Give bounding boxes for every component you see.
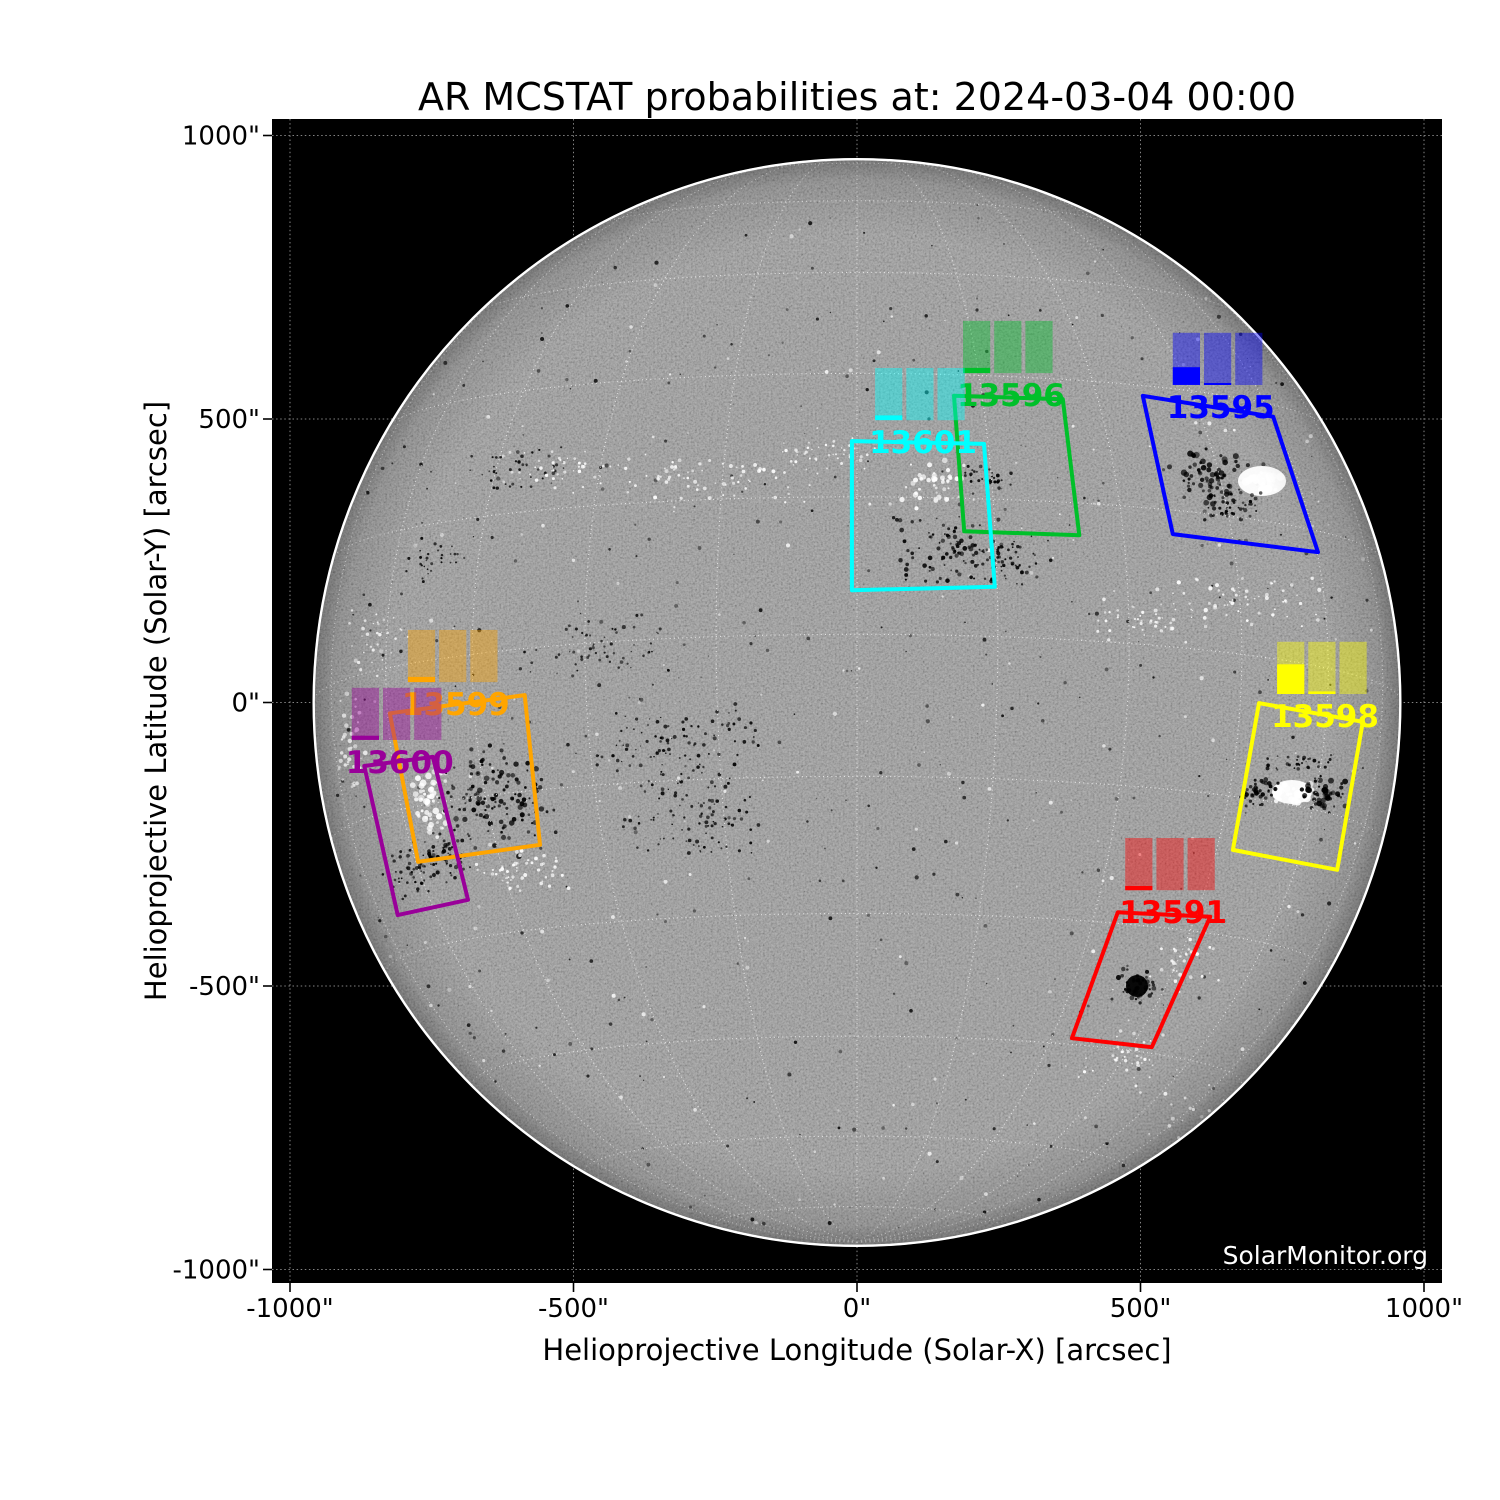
ar-label-13598: 13598	[1271, 699, 1379, 735]
ar-prob-bar-bg-13601-0	[875, 368, 903, 421]
y-tick-label: 500"	[198, 405, 260, 435]
ar-prob-bar-fill-13600-0	[351, 735, 379, 740]
ar-prob-bar-bg-13600-2	[414, 687, 442, 740]
ar-prob-bar-bg-13599-2	[470, 629, 498, 683]
x-tick-label: 1000"	[1385, 1294, 1463, 1324]
tick-marks	[263, 134, 1425, 1292]
ar-prob-bar-fill-13591-0	[1125, 886, 1153, 891]
ar-prob-bar-bg-13601-1	[906, 368, 934, 421]
ar-prob-bar-bg-13591-0	[1125, 838, 1153, 891]
ar-prob-bar-bg-13601-2	[937, 368, 965, 421]
ar-prob-bar-bg-13599-1	[439, 629, 467, 683]
ar-prob-bar-fill-13598-1	[1308, 691, 1336, 694]
ar-label-13600: 13600	[346, 745, 454, 781]
active-region-13601: 13601	[849, 368, 997, 593]
ar-label-13591: 13591	[1119, 895, 1227, 931]
ar-prob-bar-fill-13599-0	[407, 676, 436, 683]
ar-label-13596: 13596	[957, 378, 1065, 414]
ar-box-13599	[387, 693, 542, 864]
ar-box-13591	[1069, 910, 1213, 1050]
x-tick-label: -500"	[538, 1294, 609, 1324]
y-tick-label: -500"	[189, 972, 260, 1002]
ar-label-13599: 13599	[402, 687, 510, 723]
ar-prob-bar-bg-13600-0	[351, 687, 379, 740]
x-tick-labels: -1000" -500" 0" 500" 1000"	[246, 1294, 1463, 1324]
x-tick-label: 0"	[843, 1294, 872, 1324]
active-region-13599: 13599	[387, 629, 542, 864]
active-region-13598: 13598	[1230, 641, 1379, 872]
ar-prob-bar-bg-13595-1	[1204, 332, 1232, 385]
ar-label-13595: 13595	[1167, 390, 1275, 426]
ar-prob-bar-fill-13595-1	[1204, 383, 1232, 385]
ar-prob-bar-bg-13600-1	[383, 687, 411, 740]
watermark: SolarMonitor.org	[1223, 1241, 1428, 1270]
ar-prob-bar-bg-13596-2	[1025, 320, 1053, 374]
ar-prob-bar-bg-13598-1	[1308, 641, 1336, 694]
limb-shading	[312, 158, 1402, 1247]
ar-label-13601: 13601	[869, 425, 977, 461]
ar-box-13600	[362, 754, 470, 918]
y-tick-labels: 1000" 500" 0" -500" -1000"	[172, 122, 260, 1286]
active-region-13600: 13600	[346, 687, 470, 918]
ar-box-13595	[1140, 393, 1320, 555]
y-tick-label: 1000"	[182, 122, 260, 152]
y-axis-label: Helioprojective Latitude (Solar-Y) [arcs…	[139, 401, 173, 1001]
ar-prob-bar-bg-13595-2	[1235, 332, 1263, 385]
active-region-13595: 13595	[1140, 332, 1320, 555]
plot-content: 13595 13596 13601 13599 13600 13598 13591	[272, 119, 1442, 1283]
ar-prob-bar-fill-13596-0	[963, 367, 991, 374]
x-axis-label: Helioprojective Longitude (Solar-X) [arc…	[542, 1333, 1171, 1367]
ar-prob-bar-bg-13598-2	[1339, 641, 1367, 694]
solar-limb	[312, 157, 1402, 1248]
ar-box-13598	[1230, 701, 1365, 872]
y-tick-label: -1000"	[172, 1256, 260, 1286]
ar-prob-bar-bg-13599-0	[407, 629, 436, 683]
ar-prob-bar-fill-13598-0	[1277, 664, 1305, 694]
ar-prob-bar-bg-13596-1	[994, 320, 1022, 374]
active-region-13591: 13591	[1069, 838, 1227, 1050]
ar-prob-bar-bg-13591-2	[1187, 838, 1215, 891]
x-tick-label: -1000"	[246, 1294, 334, 1324]
ar-box-13596	[952, 393, 1082, 538]
ar-prob-bar-bg-13591-1	[1156, 838, 1184, 891]
ar-prob-bar-bg-13596-0	[963, 320, 991, 374]
y-tick-label: 0"	[231, 689, 260, 719]
ar-prob-bar-fill-13601-0	[875, 415, 903, 421]
ar-box-13601	[849, 439, 997, 593]
x-tick-label: 500"	[1110, 1294, 1172, 1324]
ar-prob-bar-fill-13595-0	[1172, 367, 1200, 385]
chart-title: AR MCSTAT probabilities at: 2024-03-04 0…	[418, 75, 1296, 119]
active-region-13596: 13596	[952, 320, 1082, 538]
